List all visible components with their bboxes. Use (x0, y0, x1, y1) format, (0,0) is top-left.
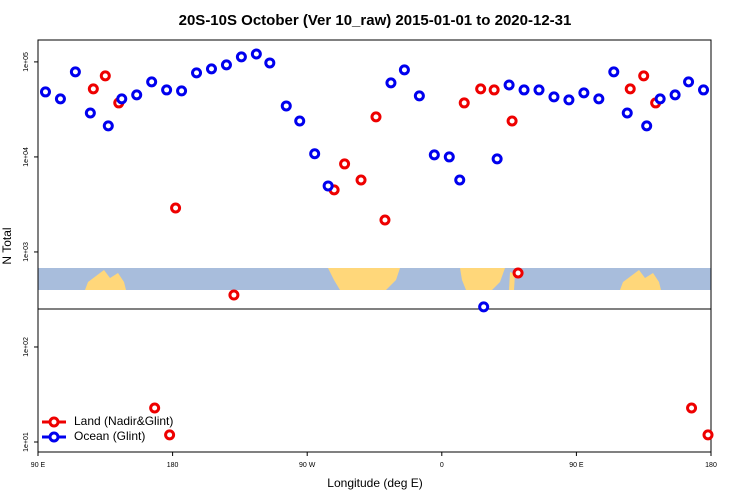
point (385, 77, 397, 89)
point (488, 84, 500, 96)
point (686, 402, 698, 414)
x-tick-label: 90 W (299, 462, 316, 469)
point (339, 158, 351, 170)
point (164, 429, 176, 441)
point (170, 202, 182, 214)
point (309, 148, 321, 160)
point (39, 86, 51, 98)
point (698, 84, 710, 96)
point (264, 57, 276, 69)
x-tick-label: 90 E (31, 462, 46, 469)
point (131, 89, 143, 101)
y-tick-label: 1e+04 (23, 147, 30, 167)
point (563, 94, 575, 106)
point (548, 91, 560, 103)
land-shape (328, 268, 400, 290)
point (322, 180, 334, 192)
point (398, 64, 410, 76)
x-tick-label: 180 (167, 462, 179, 469)
land-shape (85, 270, 126, 290)
point (149, 402, 161, 414)
point (379, 214, 391, 226)
point (235, 51, 247, 63)
x-tick-label: 90 E (569, 462, 584, 469)
chart-title: 20S-10S October (Ver 10_raw) 2015-01-01 … (179, 12, 572, 29)
point (518, 84, 530, 96)
point (593, 93, 605, 105)
point (533, 84, 545, 96)
point (454, 174, 466, 186)
point (669, 89, 681, 101)
y-tick-label: 1e+01 (23, 432, 30, 452)
point (478, 301, 490, 313)
point (146, 76, 158, 88)
point (641, 120, 653, 132)
point (280, 100, 292, 112)
legend-label: Ocean (Glint) (74, 429, 145, 443)
land-shape (460, 268, 505, 290)
point (294, 115, 306, 127)
point (683, 76, 695, 88)
plot-frame (37, 39, 712, 453)
point (512, 267, 524, 279)
point (503, 79, 515, 91)
point (191, 67, 203, 79)
x-axis-label: Longitude (deg E) (327, 476, 422, 490)
point (428, 149, 440, 161)
legend-label: Land (Nadir&Glint) (74, 414, 173, 428)
point (250, 48, 262, 60)
point (69, 66, 81, 78)
point (458, 97, 470, 109)
point (220, 59, 232, 71)
point (638, 70, 650, 82)
legend-marker (48, 431, 60, 443)
point (491, 153, 503, 165)
point (84, 107, 96, 119)
y-tick-label: 1e+05 (23, 52, 30, 72)
point (205, 63, 217, 75)
point (443, 151, 455, 163)
land-shape (620, 270, 661, 290)
map-strip (38, 268, 711, 290)
point (413, 90, 425, 102)
point (654, 93, 666, 105)
point (54, 93, 66, 105)
y-axis-label: N Total (0, 227, 14, 264)
point (506, 115, 518, 127)
point (370, 111, 382, 123)
point (87, 83, 99, 95)
point (102, 120, 114, 132)
y-tick-label: 1e+03 (23, 242, 30, 262)
point (355, 174, 367, 186)
point (99, 70, 111, 82)
point (475, 83, 487, 95)
legend-marker (48, 416, 60, 428)
point (702, 429, 714, 441)
y-tick-label: 1e+02 (23, 337, 30, 357)
x-tick-label: 0 (440, 462, 444, 469)
point (161, 84, 173, 96)
point (608, 66, 620, 78)
x-tick-label: 180 (705, 462, 717, 469)
point (624, 83, 636, 95)
point (116, 93, 128, 105)
point (621, 107, 633, 119)
point (578, 87, 590, 99)
point (228, 289, 240, 301)
land-shape (509, 272, 515, 290)
point (176, 85, 188, 97)
